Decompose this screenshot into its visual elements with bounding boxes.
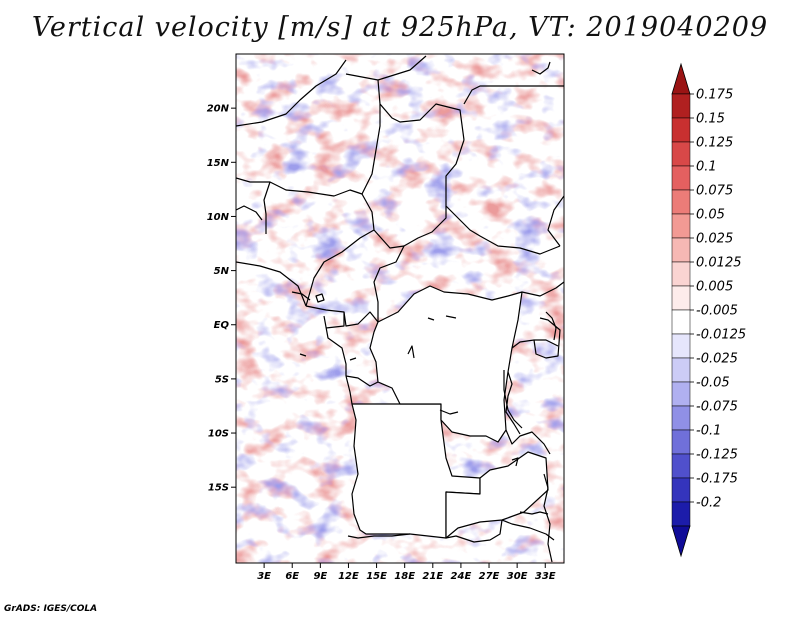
lat-tick-label: 10N [207,212,230,223]
colorbar-label: 0.025 [696,232,733,247]
colorbar-label: 0.0125 [696,256,742,271]
lat-tick-label: 10S [208,429,229,440]
colorbar-label: 0.15 [696,112,725,127]
longitude-axis: 3E 6E 9E 12E 15E 18E 21E 24E 27E 30E 33E [257,563,556,582]
colorbar-swatch [671,357,691,383]
colorbar-label: -0.025 [696,352,738,367]
colorbar-label: -0.1 [696,424,721,439]
colorbar-swatch [671,237,691,263]
lon-tick-label: 33E [535,571,556,582]
lon-tick-label: 9E [313,571,327,582]
colorbar-label: -0.125 [696,448,738,463]
lon-tick-label: 30E [507,571,528,582]
lat-tick-label: 5S [215,374,229,385]
colorbar-swatch [671,141,691,167]
lat-tick-label: 15S [208,483,229,494]
lon-tick-label: 6E [285,571,299,582]
colorbar-label: 0.075 [696,184,733,199]
colorbar-swatch [671,333,691,359]
country-borders [236,55,564,563]
colorbar-label: -0.005 [696,304,738,319]
lon-tick-label: 3E [257,571,271,582]
colorbar-swatch [671,93,691,119]
angola-blank-region [351,403,481,539]
colorbar-swatch [671,117,691,143]
lon-tick-label: 24E [451,571,472,582]
colorbar-label: 0.1 [696,160,717,175]
lat-tick-label: 20N [207,104,230,115]
lon-tick-label: 12E [338,571,359,582]
colorbar-swatch [671,429,691,455]
colorbar-label: -0.075 [696,400,738,415]
colorbar-swatch [671,501,691,527]
colorbar-label: 0.05 [696,208,725,223]
lon-tick-label: 27E [479,571,500,582]
grads-credit: GrADS: IGES/COLA [4,604,98,614]
colorbar-label: -0.175 [696,472,738,487]
lat-tick-label: 5N [214,266,230,277]
colorbar-swatch [671,261,691,287]
colorbar-swatch [671,453,691,479]
colorbar-swatch [671,309,691,335]
lat-tick-label: EQ [214,320,230,331]
latitude-axis: 20N 15N 10N 5N EQ 5S 10S 15S [207,104,236,494]
zambia-blank-region [445,451,549,539]
colorbar: 0.175 0.15 0.125 0.1 0.075 0.05 0.025 0.0125 0.0… [671,62,746,558]
colorbar-swatch [671,405,691,431]
colorbar-label: -0.2 [696,496,721,511]
colorbar-bottom-arrow [671,525,691,558]
colorbar-swatch [671,285,691,311]
colorbar-top-arrow [671,62,691,95]
colorbar-label: 0.125 [696,136,733,151]
map-frame [235,53,565,564]
colorbar-swatch [671,189,691,215]
colorbar-swatch [671,165,691,191]
colorbar-label: -0.0125 [696,328,746,343]
colorbar-label: -0.05 [696,376,730,391]
lat-tick-label: 15N [207,158,230,169]
colorbar-swatch [671,477,691,503]
lon-tick-label: 21E [422,571,443,582]
lon-tick-label: 18E [394,571,415,582]
figure-title: Vertical velocity [m/s] at 925hPa, VT: 2… [31,12,769,43]
colorbar-swatch [671,381,691,407]
colorbar-swatch [671,213,691,239]
lon-tick-label: 15E [366,571,387,582]
colorbar-label: 0.175 [696,88,733,103]
colorbar-label: 0.005 [696,280,733,295]
